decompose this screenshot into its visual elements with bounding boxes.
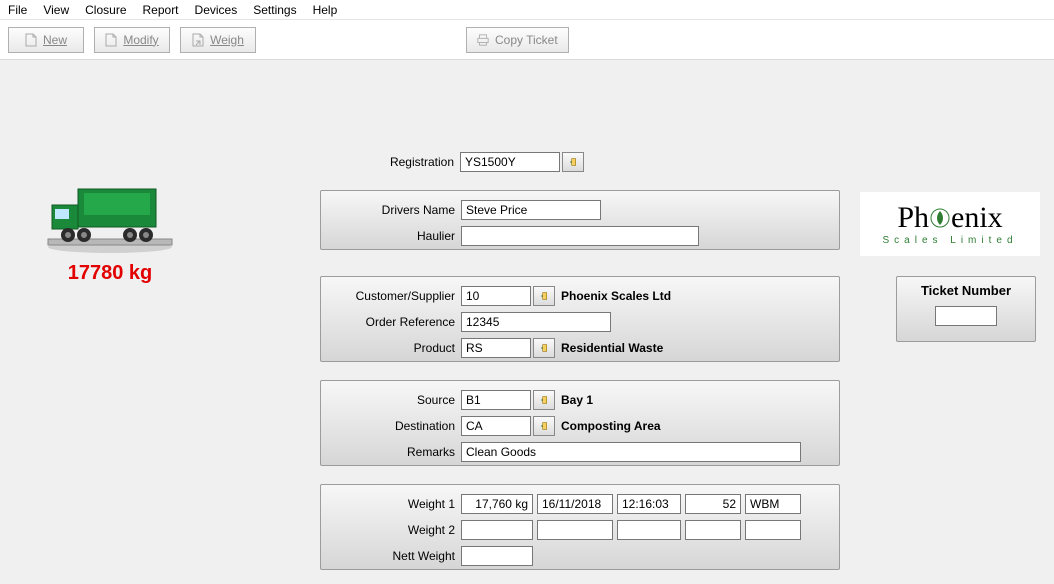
toolbar: New Modify Weigh Copy Ticket [0,20,1054,60]
weight2-mode-input[interactable] [745,520,801,540]
menu-report[interactable]: Report [143,3,179,17]
lookup-icon [540,341,548,355]
destination-label: Destination [321,419,461,433]
weight2-seq-input[interactable] [685,520,741,540]
page-icon [105,33,117,47]
lookup-icon [540,393,548,407]
customer-input[interactable] [461,286,531,306]
lookup-icon [540,419,548,433]
haulier-input[interactable] [461,226,699,246]
source-input[interactable] [461,390,531,410]
page-icon [25,33,37,47]
lookup-icon [569,155,577,169]
menu-settings[interactable]: Settings [253,3,296,17]
new-button[interactable]: New [8,27,84,53]
weight2-date-input[interactable] [537,520,613,540]
company-logo: Ph enix Scales Limited [860,192,1040,256]
weight1-time-input[interactable] [617,494,681,514]
lookup-icon [540,289,548,303]
customer-lookup-button[interactable] [533,286,555,306]
weight2-label: Weight 2 [321,523,461,537]
registration-lookup-button[interactable] [562,152,584,172]
weight1-value-input[interactable] [461,494,533,514]
weight1-date-input[interactable] [537,494,613,514]
ticket-number-panel: Ticket Number [896,276,1036,342]
registration-label: Registration [320,155,460,169]
remarks-label: Remarks [321,445,461,459]
driver-panel: Drivers Name Haulier [320,190,840,250]
weight2-time-input[interactable] [617,520,681,540]
order-ref-label: Order Reference [321,315,461,329]
customer-label: Customer/Supplier [321,289,461,303]
order-ref-input[interactable] [461,312,611,332]
weight1-seq-input[interactable] [685,494,741,514]
menu-closure[interactable]: Closure [85,3,126,17]
weighbridge-graphic: 17780 kg [30,175,190,285]
printer-icon [477,33,489,47]
destination-input[interactable] [461,416,531,436]
drivers-name-label: Drivers Name [321,203,461,217]
location-panel: Source Bay 1 Destination Composting Area… [320,380,840,466]
live-weight-display: 17780 kg [30,262,190,285]
weigh-button[interactable]: Weigh [180,27,256,53]
customer-display: Phoenix Scales Ltd [561,289,671,303]
nett-label: Nett Weight [321,549,461,563]
source-display: Bay 1 [561,393,593,407]
weight1-mode-input[interactable] [745,494,801,514]
registration-input[interactable] [460,152,560,172]
product-label: Product [321,341,461,355]
copy-ticket-button[interactable]: Copy Ticket [466,27,569,53]
product-input[interactable] [461,338,531,358]
ticket-number-label: Ticket Number [921,283,1011,298]
customer-panel: Customer/Supplier Phoenix Scales Ltd Ord… [320,276,840,362]
ticket-number-input[interactable] [935,306,997,326]
nett-value-input[interactable] [461,546,533,566]
source-label: Source [321,393,461,407]
weight1-label: Weight 1 [321,497,461,511]
product-display: Residential Waste [561,341,663,355]
menu-view[interactable]: View [43,3,69,17]
truck-icon [40,175,180,255]
menu-devices[interactable]: Devices [195,3,238,17]
registration-row: Registration [320,152,584,172]
menu-help[interactable]: Help [313,3,338,17]
source-lookup-button[interactable] [533,390,555,410]
weight-panel: Weight 1 Weight 2 Nett Weight [320,484,840,570]
page-arrow-icon [192,33,204,47]
remarks-input[interactable] [461,442,801,462]
menubar: File View Closure Report Devices Setting… [0,0,1054,20]
product-lookup-button[interactable] [533,338,555,358]
weight2-value-input[interactable] [461,520,533,540]
destination-lookup-button[interactable] [533,416,555,436]
haulier-label: Haulier [321,229,461,243]
company-logo-subtitle: Scales Limited [882,235,1017,246]
modify-button[interactable]: Modify [94,27,170,53]
leaf-icon [929,205,951,235]
menu-file[interactable]: File [8,3,27,17]
drivers-name-input[interactable] [461,200,601,220]
destination-display: Composting Area [561,419,661,433]
